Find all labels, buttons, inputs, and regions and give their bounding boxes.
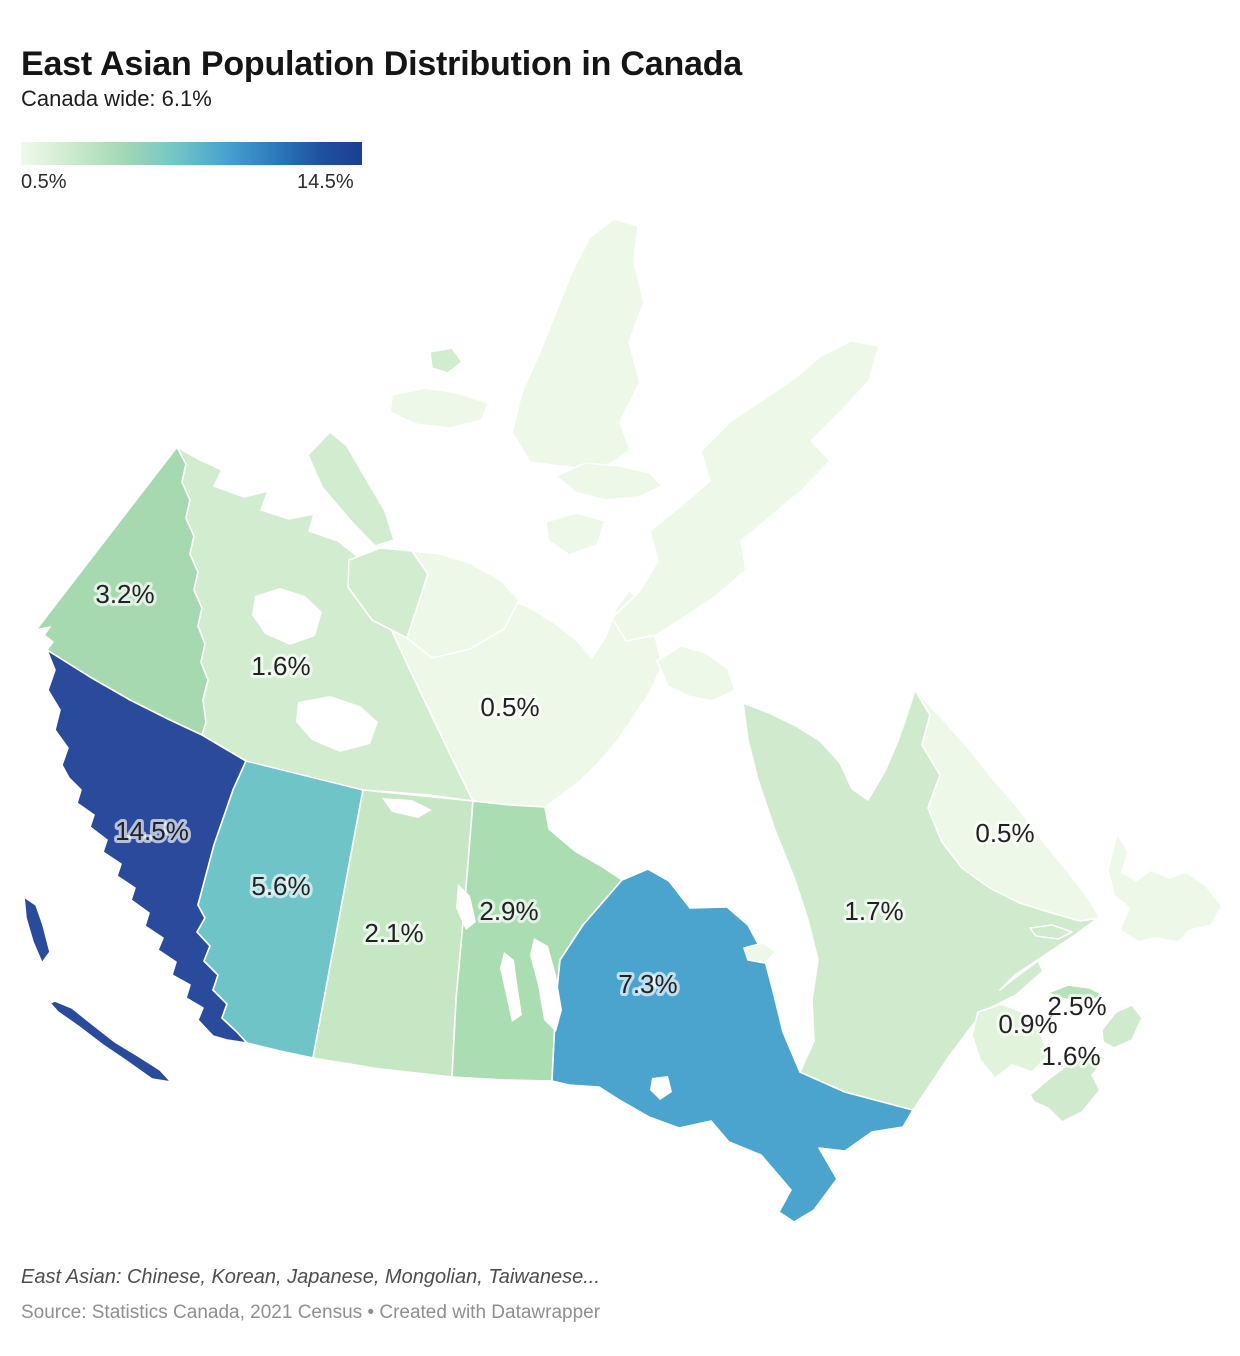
- subtitle-canada-wide: Canada wide: 6.1%: [21, 86, 212, 111]
- value-label-qc: 1.7%: [844, 896, 903, 926]
- value-label-yt: 3.2%: [95, 579, 154, 609]
- lake-reindeer: [456, 884, 476, 930]
- island-haida-gwaii[interactable]: [23, 896, 51, 964]
- value-label-bc: 14.5%: [115, 816, 189, 846]
- region-nova-scotia[interactable]: [1029, 1049, 1106, 1123]
- island-banks[interactable]: [307, 431, 395, 547]
- value-label-pe: 2.5%: [1047, 991, 1106, 1021]
- region-ontario[interactable]: [551, 868, 914, 1223]
- island-ellesmere[interactable]: [511, 218, 645, 471]
- region-new-brunswick[interactable]: [971, 1003, 1049, 1079]
- lake-nipigon: [650, 1076, 672, 1100]
- island-victoria-east[interactable]: [406, 550, 520, 659]
- island-anticosti[interactable]: [1029, 924, 1073, 940]
- value-label-ns: 1.6%: [1041, 1041, 1100, 1071]
- lake-great-bear: [252, 588, 322, 645]
- region-prince-edward-island[interactable]: [1047, 984, 1106, 1002]
- color-legend-gradient: [21, 142, 362, 165]
- island-somerset[interactable]: [545, 512, 606, 556]
- value-label-on: 7.3%: [618, 969, 677, 999]
- island-akimiski[interactable]: [743, 942, 777, 964]
- value-label-nl: 0.5%: [975, 818, 1034, 848]
- footnote-east-asian-definition: East Asian: Chinese, Korean, Japanese, M…: [21, 1266, 600, 1288]
- value-label-mb: 2.9%: [479, 896, 538, 926]
- island-cape-breton[interactable]: [1101, 1004, 1143, 1049]
- island-southampton[interactable]: [656, 645, 736, 702]
- value-label-nt: 1.6%: [251, 651, 310, 681]
- lake-athabasca: [382, 798, 432, 818]
- island-vancouver[interactable]: [49, 1000, 172, 1083]
- value-label-nb: 0.9%: [998, 1009, 1057, 1039]
- legend-max-label: 14.5%: [297, 171, 354, 193]
- lake-great-slave: [296, 696, 378, 752]
- lake-winnipegosis: [500, 952, 522, 1022]
- lake-winnipeg: [530, 938, 562, 1032]
- region-labrador[interactable]: [914, 689, 1101, 922]
- island-nt-small[interactable]: [429, 347, 463, 374]
- value-label-ab: 5.6%: [251, 871, 310, 901]
- island-newfoundland[interactable]: [1107, 832, 1223, 943]
- page-title: East Asian Population Distribution in Ca…: [21, 44, 743, 83]
- legend-min-label: 0.5%: [21, 171, 67, 193]
- value-label-nu: 0.5%: [480, 692, 539, 722]
- island-devon[interactable]: [555, 462, 663, 501]
- region-value-labels: 3.2% 1.6% 0.5% 14.5% 5.6% 2.1% 2.9% 7.3% 1.7% 0.5…: [92, 576, 1109, 1074]
- island-melville[interactable]: [389, 387, 489, 429]
- region-quebec[interactable]: [742, 689, 1099, 1111]
- island-baffin[interactable]: [611, 340, 880, 642]
- source-attribution: Source: Statistics Canada, 2021 Census •…: [21, 1302, 601, 1323]
- value-label-sk: 2.1%: [364, 918, 423, 948]
- region-alberta[interactable]: [196, 760, 364, 1059]
